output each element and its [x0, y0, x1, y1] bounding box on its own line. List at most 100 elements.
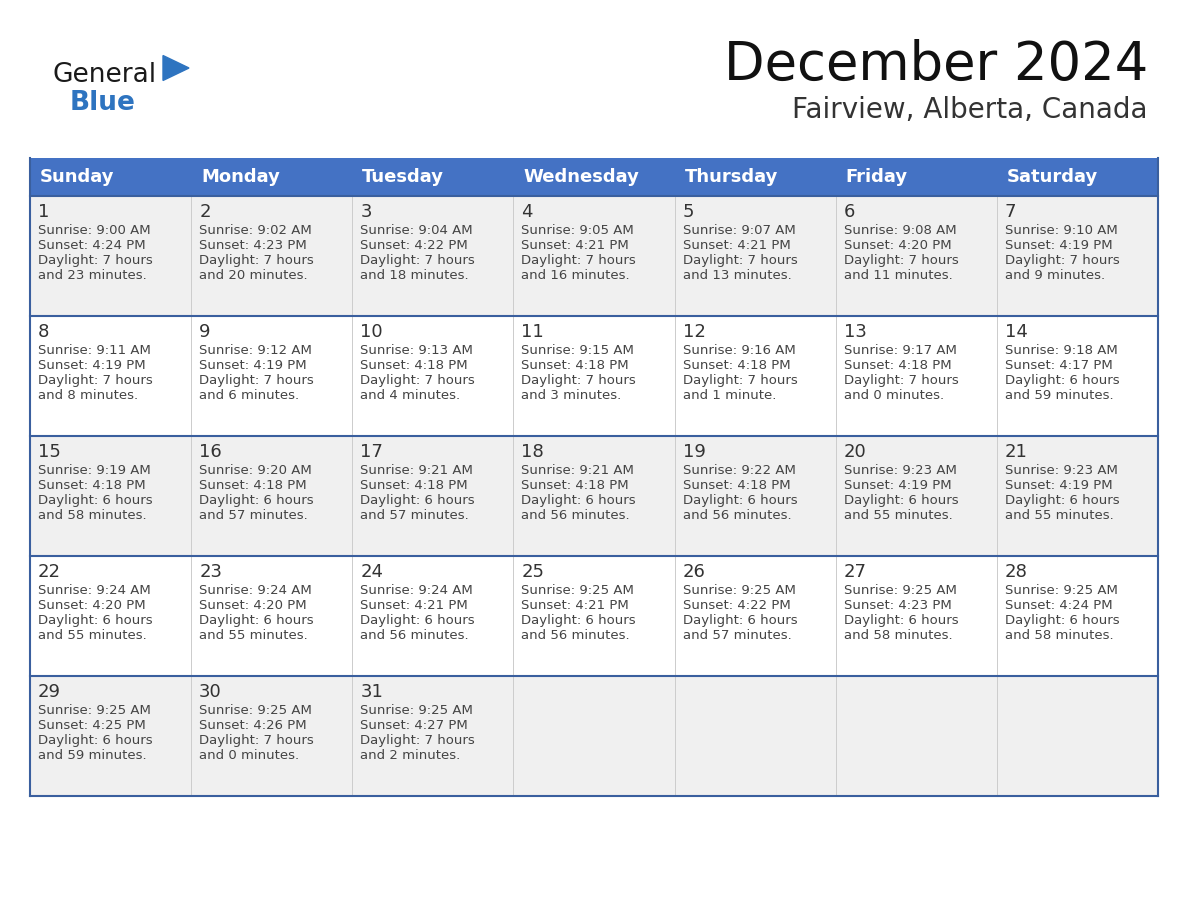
Text: Tuesday: Tuesday — [362, 168, 444, 186]
Text: Sunset: 4:22 PM: Sunset: 4:22 PM — [360, 239, 468, 252]
Text: and 13 minutes.: and 13 minutes. — [683, 269, 791, 282]
Text: Sunset: 4:18 PM: Sunset: 4:18 PM — [683, 359, 790, 372]
Text: and 58 minutes.: and 58 minutes. — [843, 629, 953, 642]
Text: Sunset: 4:19 PM: Sunset: 4:19 PM — [1005, 239, 1112, 252]
Text: Sunset: 4:19 PM: Sunset: 4:19 PM — [843, 479, 952, 492]
Text: 8: 8 — [38, 323, 50, 341]
Text: Sunset: 4:23 PM: Sunset: 4:23 PM — [200, 239, 307, 252]
Bar — [675, 196, 835, 316]
Bar — [30, 676, 191, 796]
Bar — [997, 196, 1158, 316]
Text: Daylight: 6 hours: Daylight: 6 hours — [360, 494, 475, 507]
Text: Daylight: 7 hours: Daylight: 7 hours — [200, 374, 314, 387]
Text: 31: 31 — [360, 683, 384, 701]
Text: and 2 minutes.: and 2 minutes. — [360, 749, 461, 762]
Text: Sunset: 4:18 PM: Sunset: 4:18 PM — [200, 479, 307, 492]
Text: and 3 minutes.: and 3 minutes. — [522, 389, 621, 402]
Text: Sunset: 4:21 PM: Sunset: 4:21 PM — [522, 599, 630, 612]
Text: Daylight: 6 hours: Daylight: 6 hours — [843, 614, 959, 627]
Text: Sunrise: 9:25 AM: Sunrise: 9:25 AM — [843, 584, 956, 597]
Text: and 11 minutes.: and 11 minutes. — [843, 269, 953, 282]
Text: 22: 22 — [38, 563, 61, 581]
Text: Sunset: 4:21 PM: Sunset: 4:21 PM — [360, 599, 468, 612]
Text: Sunrise: 9:21 AM: Sunrise: 9:21 AM — [360, 464, 473, 477]
Text: 25: 25 — [522, 563, 544, 581]
Text: Sunrise: 9:19 AM: Sunrise: 9:19 AM — [38, 464, 151, 477]
Text: 7: 7 — [1005, 203, 1017, 221]
Text: Daylight: 7 hours: Daylight: 7 hours — [360, 734, 475, 747]
Text: Daylight: 6 hours: Daylight: 6 hours — [1005, 374, 1119, 387]
Text: Sunrise: 9:13 AM: Sunrise: 9:13 AM — [360, 344, 473, 357]
Bar — [191, 436, 353, 556]
Text: 23: 23 — [200, 563, 222, 581]
Text: Sunset: 4:19 PM: Sunset: 4:19 PM — [38, 359, 146, 372]
Text: Daylight: 6 hours: Daylight: 6 hours — [38, 494, 152, 507]
Bar — [835, 556, 997, 676]
Bar — [675, 436, 835, 556]
Bar — [835, 436, 997, 556]
Text: Sunrise: 9:25 AM: Sunrise: 9:25 AM — [522, 584, 634, 597]
Bar — [353, 676, 513, 796]
Text: Daylight: 7 hours: Daylight: 7 hours — [683, 254, 797, 267]
Text: Sunset: 4:24 PM: Sunset: 4:24 PM — [1005, 599, 1112, 612]
Text: Sunrise: 9:02 AM: Sunrise: 9:02 AM — [200, 224, 312, 237]
Text: Daylight: 6 hours: Daylight: 6 hours — [683, 494, 797, 507]
Text: Sunrise: 9:04 AM: Sunrise: 9:04 AM — [360, 224, 473, 237]
Text: Sunset: 4:18 PM: Sunset: 4:18 PM — [38, 479, 146, 492]
Bar — [513, 316, 675, 436]
Text: and 0 minutes.: and 0 minutes. — [843, 389, 943, 402]
Text: and 56 minutes.: and 56 minutes. — [683, 509, 791, 522]
Text: Sunset: 4:24 PM: Sunset: 4:24 PM — [38, 239, 146, 252]
Text: Sunrise: 9:24 AM: Sunrise: 9:24 AM — [38, 584, 151, 597]
Bar — [191, 196, 353, 316]
Text: 1: 1 — [38, 203, 50, 221]
Text: and 55 minutes.: and 55 minutes. — [200, 629, 308, 642]
Text: Sunrise: 9:00 AM: Sunrise: 9:00 AM — [38, 224, 151, 237]
Bar — [191, 676, 353, 796]
Text: Daylight: 7 hours: Daylight: 7 hours — [38, 254, 153, 267]
Text: Daylight: 7 hours: Daylight: 7 hours — [38, 374, 153, 387]
Text: Daylight: 6 hours: Daylight: 6 hours — [522, 614, 636, 627]
Bar — [191, 556, 353, 676]
Text: 26: 26 — [683, 563, 706, 581]
Text: Sunrise: 9:16 AM: Sunrise: 9:16 AM — [683, 344, 795, 357]
Text: 19: 19 — [683, 443, 706, 461]
Bar — [675, 676, 835, 796]
Text: Sunset: 4:20 PM: Sunset: 4:20 PM — [38, 599, 146, 612]
Text: and 4 minutes.: and 4 minutes. — [360, 389, 461, 402]
Text: Daylight: 6 hours: Daylight: 6 hours — [200, 614, 314, 627]
Bar — [513, 556, 675, 676]
Text: Sunset: 4:19 PM: Sunset: 4:19 PM — [1005, 479, 1112, 492]
Text: Friday: Friday — [846, 168, 908, 186]
Text: Sunset: 4:18 PM: Sunset: 4:18 PM — [683, 479, 790, 492]
Bar — [30, 158, 1158, 196]
Text: and 18 minutes.: and 18 minutes. — [360, 269, 469, 282]
Text: and 1 minute.: and 1 minute. — [683, 389, 776, 402]
Text: Sunset: 4:23 PM: Sunset: 4:23 PM — [843, 599, 952, 612]
Bar — [30, 316, 191, 436]
Bar — [353, 436, 513, 556]
Text: Daylight: 6 hours: Daylight: 6 hours — [200, 494, 314, 507]
Text: Daylight: 6 hours: Daylight: 6 hours — [1005, 614, 1119, 627]
Text: Monday: Monday — [201, 168, 280, 186]
Text: 4: 4 — [522, 203, 533, 221]
Text: Sunset: 4:18 PM: Sunset: 4:18 PM — [360, 479, 468, 492]
Text: Daylight: 6 hours: Daylight: 6 hours — [38, 614, 152, 627]
Text: Sunday: Sunday — [40, 168, 114, 186]
Text: and 23 minutes.: and 23 minutes. — [38, 269, 147, 282]
Bar — [997, 436, 1158, 556]
Text: Sunset: 4:25 PM: Sunset: 4:25 PM — [38, 719, 146, 732]
Text: Sunrise: 9:17 AM: Sunrise: 9:17 AM — [843, 344, 956, 357]
Text: Thursday: Thursday — [684, 168, 778, 186]
Text: Daylight: 6 hours: Daylight: 6 hours — [683, 614, 797, 627]
Text: Blue: Blue — [70, 90, 135, 116]
Text: Daylight: 6 hours: Daylight: 6 hours — [522, 494, 636, 507]
Text: and 56 minutes.: and 56 minutes. — [522, 509, 630, 522]
Text: and 55 minutes.: and 55 minutes. — [1005, 509, 1113, 522]
Text: Fairview, Alberta, Canada: Fairview, Alberta, Canada — [792, 96, 1148, 124]
Text: Sunrise: 9:18 AM: Sunrise: 9:18 AM — [1005, 344, 1118, 357]
Text: Daylight: 7 hours: Daylight: 7 hours — [522, 254, 637, 267]
Text: Sunrise: 9:12 AM: Sunrise: 9:12 AM — [200, 344, 312, 357]
Text: 3: 3 — [360, 203, 372, 221]
Text: Daylight: 7 hours: Daylight: 7 hours — [1005, 254, 1119, 267]
